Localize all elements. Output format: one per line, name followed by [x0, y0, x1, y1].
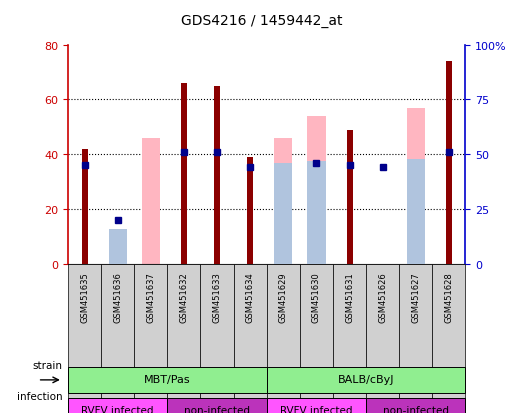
Bar	[82, 150, 87, 264]
FancyBboxPatch shape	[68, 367, 267, 393]
Bar	[142, 138, 160, 264]
Bar	[247, 158, 253, 264]
FancyBboxPatch shape	[366, 264, 399, 409]
Bar	[308, 161, 325, 264]
Bar	[407, 159, 425, 264]
Text: GSM451631: GSM451631	[345, 272, 354, 322]
Text: infection: infection	[17, 392, 63, 401]
Text: GSM451627: GSM451627	[411, 272, 420, 322]
FancyBboxPatch shape	[68, 398, 167, 413]
FancyBboxPatch shape	[399, 264, 433, 409]
Text: GSM451634: GSM451634	[246, 272, 255, 322]
FancyBboxPatch shape	[267, 367, 465, 393]
Text: GSM451626: GSM451626	[378, 272, 387, 322]
Text: RVFV infected: RVFV infected	[82, 406, 154, 413]
Bar	[109, 229, 127, 264]
Bar	[407, 108, 425, 264]
Bar	[347, 130, 353, 264]
FancyBboxPatch shape	[68, 264, 101, 409]
Bar	[274, 138, 292, 264]
FancyBboxPatch shape	[167, 264, 200, 409]
FancyBboxPatch shape	[200, 264, 234, 409]
Text: BALB/cByJ: BALB/cByJ	[338, 375, 394, 385]
Text: GDS4216 / 1459442_at: GDS4216 / 1459442_at	[181, 14, 342, 28]
Text: strain: strain	[33, 361, 63, 370]
Text: GSM451628: GSM451628	[445, 272, 453, 322]
Text: GSM451635: GSM451635	[80, 272, 89, 322]
Bar	[109, 242, 127, 264]
FancyBboxPatch shape	[433, 264, 465, 409]
Bar	[308, 116, 325, 264]
Bar	[214, 86, 220, 264]
FancyBboxPatch shape	[234, 264, 267, 409]
Bar	[274, 164, 292, 264]
Text: RVFV infected: RVFV infected	[280, 406, 353, 413]
FancyBboxPatch shape	[333, 264, 366, 409]
Text: GSM451637: GSM451637	[146, 272, 155, 322]
Text: GSM451633: GSM451633	[212, 272, 222, 322]
FancyBboxPatch shape	[366, 398, 465, 413]
FancyBboxPatch shape	[267, 264, 300, 409]
Text: GSM451629: GSM451629	[279, 272, 288, 322]
FancyBboxPatch shape	[267, 398, 366, 413]
Bar	[181, 84, 187, 264]
Text: non-infected: non-infected	[383, 406, 449, 413]
FancyBboxPatch shape	[167, 398, 267, 413]
Bar	[446, 62, 452, 264]
FancyBboxPatch shape	[300, 264, 333, 409]
FancyBboxPatch shape	[134, 264, 167, 409]
Text: MBT/Pas: MBT/Pas	[144, 375, 191, 385]
Text: GSM451632: GSM451632	[179, 272, 188, 322]
FancyBboxPatch shape	[101, 264, 134, 409]
Text: non-infected: non-infected	[184, 406, 250, 413]
Text: GSM451636: GSM451636	[113, 272, 122, 322]
Text: GSM451630: GSM451630	[312, 272, 321, 322]
